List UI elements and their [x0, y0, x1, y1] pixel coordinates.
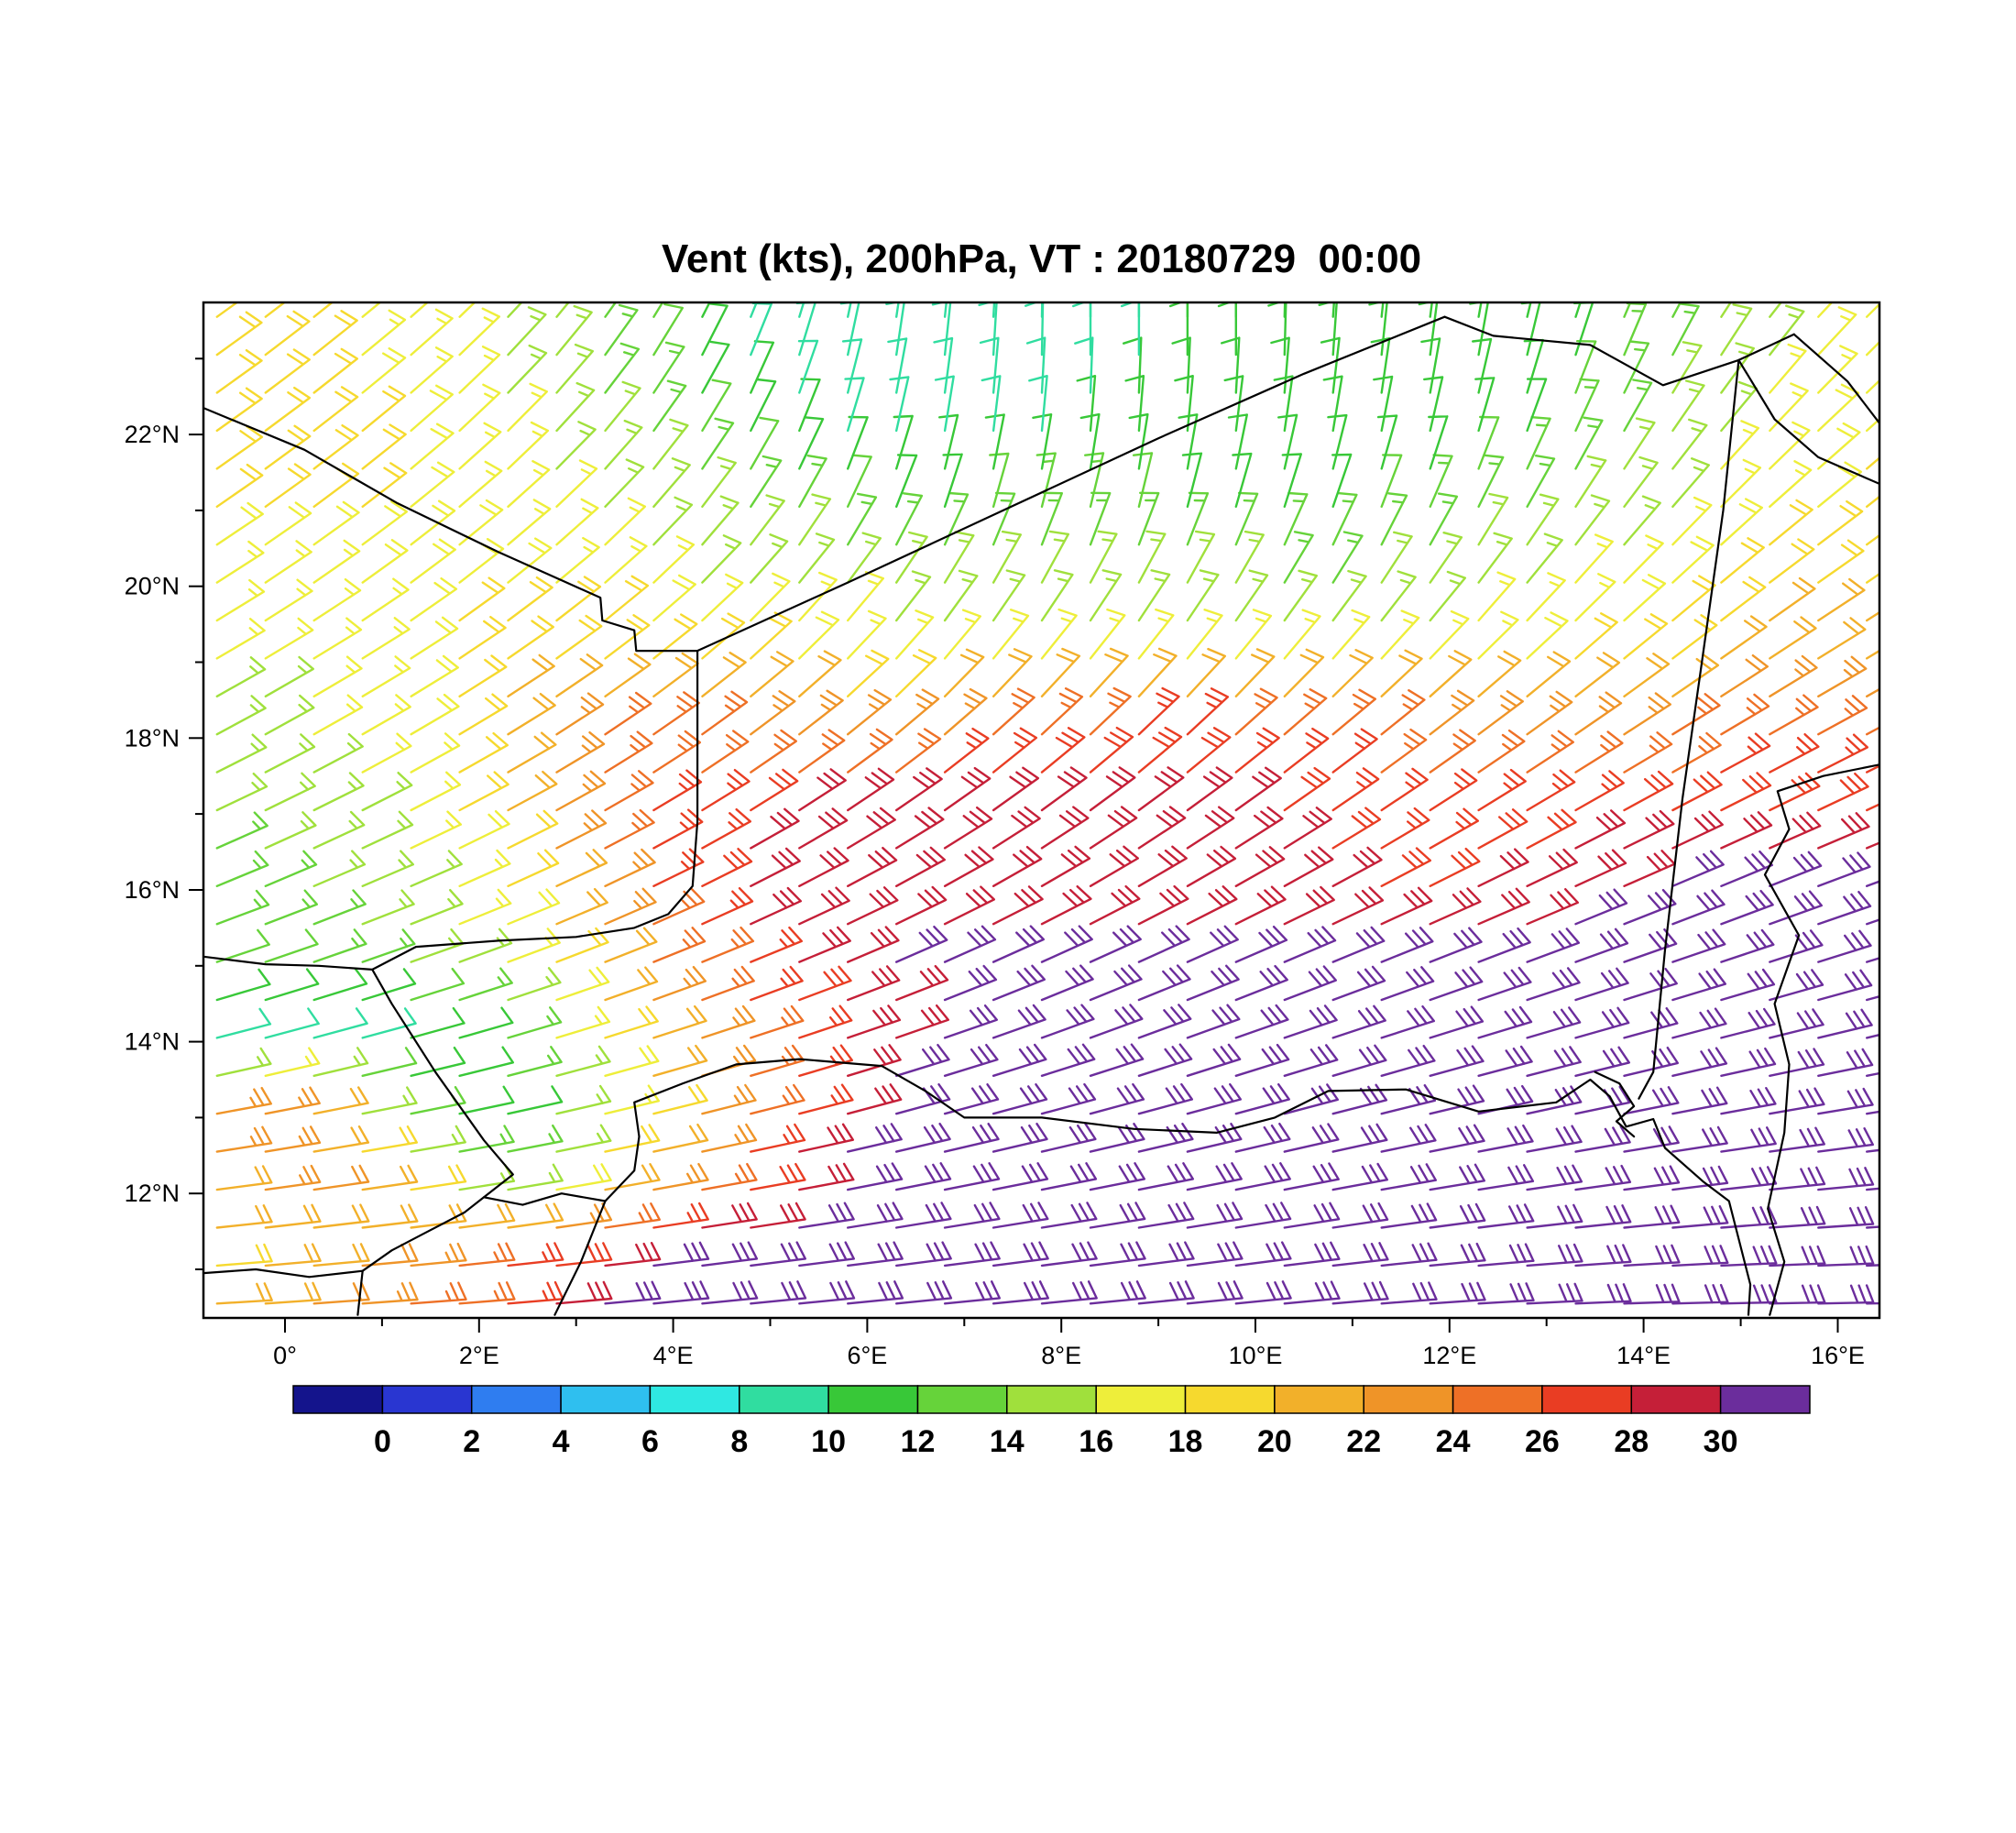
svg-text:18°N: 18°N [125, 724, 180, 752]
svg-text:8°E: 8°E [1041, 1342, 1081, 1369]
svg-text:2: 2 [463, 1424, 480, 1459]
svg-text:22: 22 [1346, 1424, 1381, 1459]
svg-text:4°E: 4°E [653, 1342, 694, 1369]
svg-text:24: 24 [1436, 1424, 1471, 1459]
svg-text:28: 28 [1614, 1424, 1649, 1459]
chart-title: Vent (kts), 200hPa, VT : 20180729 00:00 [661, 236, 1422, 281]
svg-text:26: 26 [1525, 1424, 1560, 1459]
svg-text:16: 16 [1079, 1424, 1113, 1459]
svg-text:10°E: 10°E [1229, 1342, 1283, 1369]
svg-text:22°N: 22°N [125, 421, 180, 448]
svg-text:14°E: 14°E [1616, 1342, 1671, 1369]
svg-text:14: 14 [990, 1424, 1024, 1459]
svg-text:30: 30 [1704, 1424, 1738, 1459]
svg-text:0°: 0° [273, 1342, 297, 1369]
svg-text:14°N: 14°N [125, 1028, 180, 1056]
svg-text:16°E: 16°E [1811, 1342, 1865, 1369]
svg-text:4: 4 [553, 1424, 570, 1459]
svg-text:2°E: 2°E [459, 1342, 499, 1369]
colorbar-labels: 0 2 4 6 8 10 12 14 16 18 20 22 24 26 28 30 [374, 1424, 1738, 1459]
map-frame [202, 301, 1881, 1320]
svg-text:8: 8 [730, 1424, 748, 1459]
svg-text:6°E: 6°E [847, 1342, 887, 1369]
svg-text:12: 12 [901, 1424, 936, 1459]
country-borders-layer [203, 315, 1879, 1316]
svg-text:12°E: 12°E [1422, 1342, 1476, 1369]
axis-labels: 0° 2°E 4°E 6°E 8°E 10°E 12°E 14°E 16°E 12°N 14°N 16… [125, 421, 1865, 1369]
axes-layer [189, 357, 1839, 1333]
svg-text:12°N: 12°N [125, 1180, 180, 1207]
wind-barbs-layer [215, 302, 1879, 1305]
svg-text:10: 10 [811, 1424, 846, 1459]
svg-text:6: 6 [641, 1424, 659, 1459]
svg-text:18: 18 [1168, 1424, 1203, 1459]
svg-text:20: 20 [1257, 1424, 1292, 1459]
svg-text:20°N: 20°N [125, 573, 180, 600]
colorbar [292, 1385, 1811, 1414]
svg-text:0: 0 [374, 1424, 391, 1459]
svg-text:16°N: 16°N [125, 876, 180, 904]
